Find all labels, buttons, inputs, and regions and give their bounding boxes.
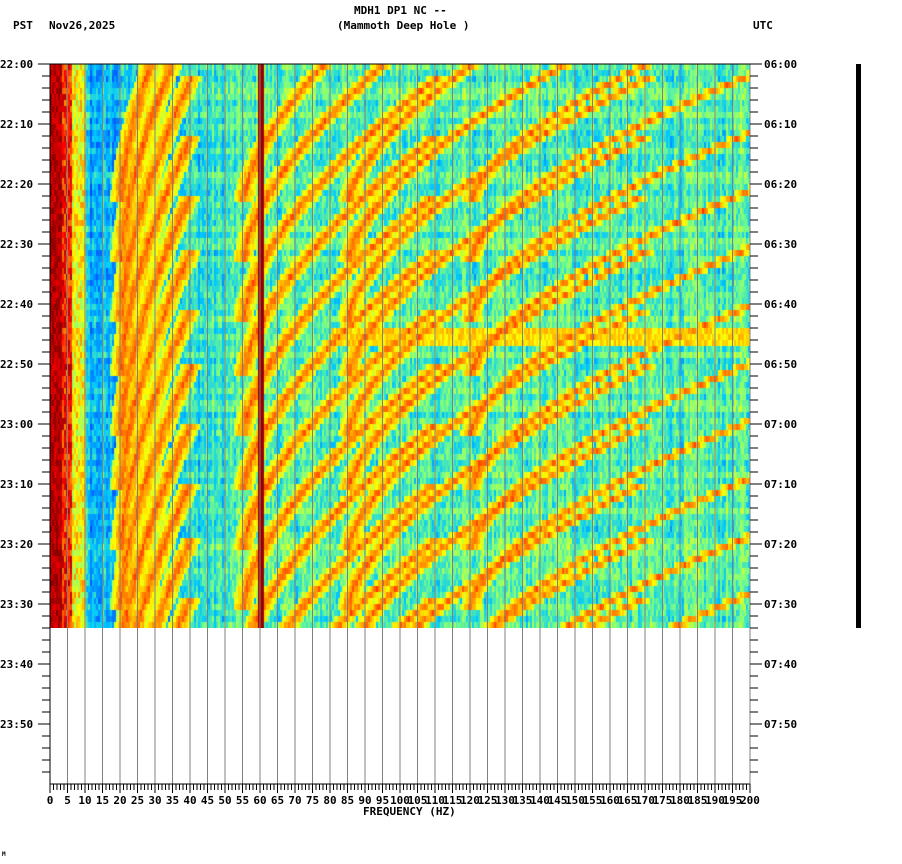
svg-text:40: 40 (183, 794, 196, 807)
svg-text:10: 10 (78, 794, 91, 807)
svg-text:155: 155 (583, 794, 603, 807)
svg-text:35: 35 (166, 794, 179, 807)
svg-text:130: 130 (495, 794, 515, 807)
left-timezone: PST (13, 19, 33, 32)
svg-text:22:20: 22:20 (0, 178, 33, 191)
svg-text:95: 95 (376, 794, 389, 807)
svg-text:22:30: 22:30 (0, 238, 33, 251)
svg-text:22:10: 22:10 (0, 118, 33, 131)
svg-text:06:20: 06:20 (764, 178, 797, 191)
svg-text:25: 25 (131, 794, 144, 807)
svg-text:115: 115 (443, 794, 463, 807)
svg-text:06:50: 06:50 (764, 358, 797, 371)
svg-text:60: 60 (253, 794, 266, 807)
svg-text:06:40: 06:40 (764, 298, 797, 311)
svg-text:06:30: 06:30 (764, 238, 797, 251)
svg-text:20: 20 (113, 794, 126, 807)
svg-text:200: 200 (740, 794, 760, 807)
svg-text:150: 150 (565, 794, 585, 807)
svg-text:22:40: 22:40 (0, 298, 33, 311)
svg-text:07:20: 07:20 (764, 538, 797, 551)
svg-text:140: 140 (530, 794, 550, 807)
svg-text:45: 45 (201, 794, 214, 807)
svg-text:185: 185 (688, 794, 708, 807)
svg-text:65: 65 (271, 794, 284, 807)
svg-text:07:00: 07:00 (764, 418, 797, 431)
svg-text:195: 195 (723, 794, 743, 807)
svg-text:23:50: 23:50 (0, 718, 33, 731)
date-label: Nov26,2025 (49, 19, 116, 32)
svg-text:06:10: 06:10 (764, 118, 797, 131)
svg-text:175: 175 (653, 794, 673, 807)
svg-text:23:30: 23:30 (0, 598, 33, 611)
svg-text:80: 80 (323, 794, 336, 807)
svg-text:120: 120 (460, 794, 480, 807)
svg-text:23:20: 23:20 (0, 538, 33, 551)
svg-text:165: 165 (618, 794, 638, 807)
svg-text:23:10: 23:10 (0, 478, 33, 491)
svg-text:145: 145 (548, 794, 568, 807)
svg-text:190: 190 (705, 794, 725, 807)
svg-text:90: 90 (358, 794, 371, 807)
svg-text:110: 110 (425, 794, 445, 807)
svg-text:22:00: 22:00 (0, 58, 33, 71)
svg-text:30: 30 (148, 794, 161, 807)
svg-text:160: 160 (600, 794, 620, 807)
svg-text:22:50: 22:50 (0, 358, 33, 371)
svg-text:07:40: 07:40 (764, 658, 797, 671)
svg-text:07:30: 07:30 (764, 598, 797, 611)
svg-text:125: 125 (478, 794, 498, 807)
data-coverage-bar (856, 64, 861, 628)
svg-text:180: 180 (670, 794, 690, 807)
x-axis-label: FREQUENCY (HZ) (363, 805, 456, 818)
svg-text:15: 15 (96, 794, 109, 807)
svg-text:75: 75 (306, 794, 319, 807)
svg-text:100: 100 (390, 794, 410, 807)
svg-text:50: 50 (218, 794, 231, 807)
svg-text:170: 170 (635, 794, 655, 807)
station-line: MDH1 DP1 NC -- (354, 4, 447, 17)
svg-text:5: 5 (64, 794, 71, 807)
svg-text:135: 135 (513, 794, 533, 807)
svg-text:07:50: 07:50 (764, 718, 797, 731)
svg-text:70: 70 (288, 794, 301, 807)
svg-text:06:00: 06:00 (764, 58, 797, 71)
svg-text:23:40: 23:40 (0, 658, 33, 671)
corner-mark: M (2, 851, 6, 858)
station-name: (Mammoth Deep Hole ) (337, 19, 470, 32)
right-timezone: UTC (753, 19, 773, 32)
svg-text:0: 0 (47, 794, 54, 807)
svg-text:85: 85 (341, 794, 354, 807)
svg-text:55: 55 (236, 794, 249, 807)
svg-text:07:10: 07:10 (764, 478, 797, 491)
svg-text:23:00: 23:00 (0, 418, 33, 431)
svg-text:105: 105 (408, 794, 428, 807)
